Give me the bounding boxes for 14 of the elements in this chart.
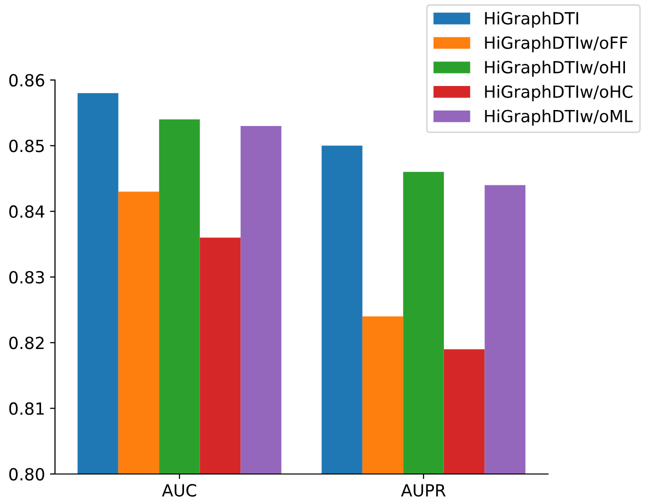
- y-tick-label: 0.80: [9, 468, 44, 481]
- x-tick-label: AUPR: [401, 484, 446, 497]
- y-tick-label: 0.84: [9, 205, 44, 218]
- x-tick-label: AUC: [162, 484, 196, 497]
- legend-label: HiGraphDTIw/oFF: [485, 36, 628, 52]
- legend-label: HiGraphDTI: [485, 12, 578, 28]
- legend-label: HiGraphDTIw/oHI: [485, 60, 625, 77]
- y-tick-label: 0.86: [9, 74, 44, 87]
- y-tick-label: 0.85: [9, 140, 44, 152]
- y-tick-label: 0.83: [9, 270, 44, 284]
- y-tick-label: 0.81: [9, 402, 44, 415]
- y-tick-label: 0.82: [9, 336, 44, 350]
- legend-label: HiGraphDTIw/oML: [485, 110, 633, 126]
- legend-label: HiGraphDTIw/oHC: [485, 85, 632, 102]
